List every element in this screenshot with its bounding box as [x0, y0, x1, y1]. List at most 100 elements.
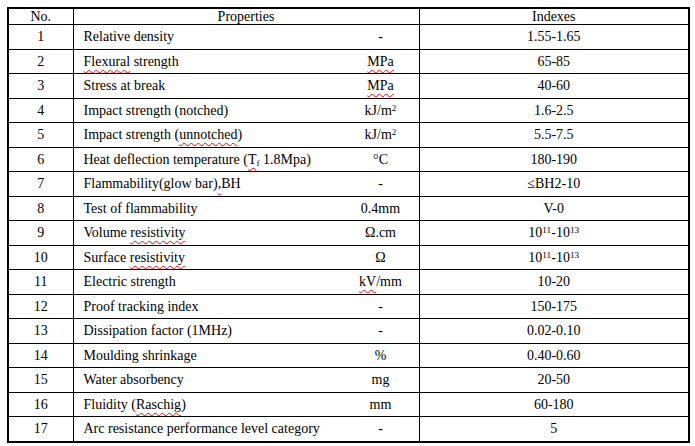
header-properties: Properties [73, 8, 419, 25]
index-value: 20-50 [419, 368, 689, 392]
header-no: No. [8, 8, 73, 25]
index-value: 1.6-2.5 [419, 98, 689, 122]
table-row: 12Proof tracking index-150-175 [8, 294, 689, 318]
text-segment: 65-85 [537, 54, 570, 69]
text-segment: Proof tracking index [84, 299, 199, 314]
property-name: Relative density [84, 29, 343, 44]
row-number: 16 [8, 392, 73, 416]
row-number: 1 [8, 25, 73, 49]
property-cell: Flammability(glow bar),BH- [73, 172, 419, 196]
text-segment: - [378, 421, 383, 436]
text-segment: Fluidity ( [84, 397, 137, 412]
property-cell: Electric strengthkV/mm [73, 270, 419, 294]
row-number: 3 [8, 74, 73, 98]
text-segment: Moulding shrinkage [84, 348, 197, 363]
text-segment: 1.55-1.65 [527, 29, 581, 44]
table-row: 17 Arc resistance performance level categ… [8, 417, 689, 442]
property-name: Proof tracking index [84, 299, 343, 314]
text-segment: 5.5-7.5 [534, 127, 574, 142]
property-name: Impact strength (notched) [84, 103, 343, 118]
property-name: Dissipation factor (1MHz) [84, 323, 343, 338]
property-name: Heat deflection temperature (Tf 1.8Mpa) [84, 152, 343, 167]
property-wrap: Proof tracking index- [84, 299, 419, 314]
text-segment: 0.40-0.60 [527, 348, 581, 363]
property-cell: Heat deflection temperature (Tf 1.8Mpa) °… [73, 147, 419, 171]
text-segment: 40-60 [537, 78, 570, 93]
header-indexes: Indexes [419, 8, 689, 25]
table-row: 9Volume resistivityΩ.cm1011-1013 [8, 221, 689, 245]
table-body: 1Relative density-1.55-1.652Flexural str… [8, 25, 689, 442]
row-number: 17 [8, 417, 73, 442]
text-segment: 11 [542, 250, 551, 260]
index-value: 5 [419, 417, 689, 442]
property-name: Water absorbency [84, 372, 343, 387]
text-segment: mm [370, 397, 392, 412]
text-segment: % [375, 348, 387, 363]
text-segment: Impact strength ( [84, 127, 180, 142]
property-unit: kJ/m2 [343, 103, 419, 118]
table-row: 14 Moulding shrinkage% 0.40-0.60 [8, 343, 689, 367]
property-unit: kJ/m2 [343, 127, 419, 142]
text-segment: Ω.cm [365, 225, 396, 240]
row-number: 11 [8, 270, 73, 294]
table-row: 7Flammability(glow bar),BH-≤BH2-10 [8, 172, 689, 196]
index-value: ≤BH2-10 [419, 172, 689, 196]
property-wrap: Arc resistance performance level categor… [84, 421, 419, 436]
property-cell: Arc resistance performance level categor… [73, 417, 419, 442]
table-row: 6Heat deflection temperature (Tf 1.8Mpa)… [8, 147, 689, 171]
index-value: 0.40-0.60 [419, 343, 689, 367]
property-unit: MPa [343, 54, 419, 69]
text-segment: V-0 [544, 201, 565, 216]
material-properties-table: No. Properties Indexes 1 Relative density… [7, 7, 690, 443]
property-cell: Impact strength (unnotched)kJ/m2 [73, 123, 419, 147]
text-segment: strength [130, 54, 179, 69]
table-row: 13Dissipation factor (1MHz)-0.02-0.10 [8, 319, 689, 343]
table-row: 10Surface resistivityΩ1011-1013 [8, 245, 689, 269]
property-name: Impact strength (unnotched) [84, 127, 343, 142]
index-value: 150-175 [419, 294, 689, 318]
property-unit: - [343, 29, 419, 44]
row-number: 14 [8, 343, 73, 367]
property-unit: mm [343, 397, 419, 412]
property-wrap: Surface resistivityΩ [84, 250, 419, 265]
table-row: 3Stress at breakMPa 40-60 [8, 74, 689, 98]
property-wrap: Flexural strength MPa [84, 54, 419, 69]
property-name: Fluidity (Raschig) [84, 397, 343, 412]
property-wrap: Moulding shrinkage% [84, 348, 419, 363]
property-wrap: Relative density- [84, 29, 419, 44]
property-unit: 0.4mm [343, 201, 419, 216]
text-segment: resistivity [130, 225, 185, 240]
property-name: Flexural strength [84, 54, 343, 69]
property-cell: Dissipation factor (1MHz)- [73, 319, 419, 343]
text-segment: /mm [376, 274, 402, 289]
row-number: 9 [8, 221, 73, 245]
index-value: 5.5-7.5 [419, 123, 689, 147]
property-wrap: Impact strength (unnotched)kJ/m2 [84, 127, 419, 142]
text-segment: 2 [392, 103, 397, 113]
property-unit: mg [343, 372, 419, 387]
text-segment: 150-175 [530, 299, 577, 314]
property-cell: Stress at breakMPa [73, 74, 419, 98]
text-segment: kJ/m [365, 127, 392, 142]
index-value: 1011-1013 [419, 221, 689, 245]
text-segment: 2 [392, 127, 397, 137]
property-unit: % [343, 348, 419, 363]
text-segment: 13 [570, 250, 579, 260]
property-wrap: Test of flammability 0.4mm [84, 201, 419, 216]
text-segment: Electric strength [84, 274, 176, 289]
text-segment: °C [373, 152, 388, 167]
text-segment: Surface [84, 250, 130, 265]
text-segment: Impact strength (notched) [84, 103, 229, 118]
index-value: 0.02-0.10 [419, 319, 689, 343]
text-segment: f [256, 158, 259, 168]
text-segment: Test of flammability [84, 201, 198, 216]
text-segment: - [378, 176, 383, 191]
row-number: 8 [8, 196, 73, 220]
text-segment: 10 [528, 225, 542, 240]
table-row: 15Water absorbencymg20-50 [8, 368, 689, 392]
text-segment: 20-50 [537, 372, 570, 387]
text-segment: MPa [367, 54, 393, 69]
row-number: 10 [8, 245, 73, 269]
row-number: 6 [8, 147, 73, 171]
property-wrap: Water absorbencymg [84, 372, 419, 387]
